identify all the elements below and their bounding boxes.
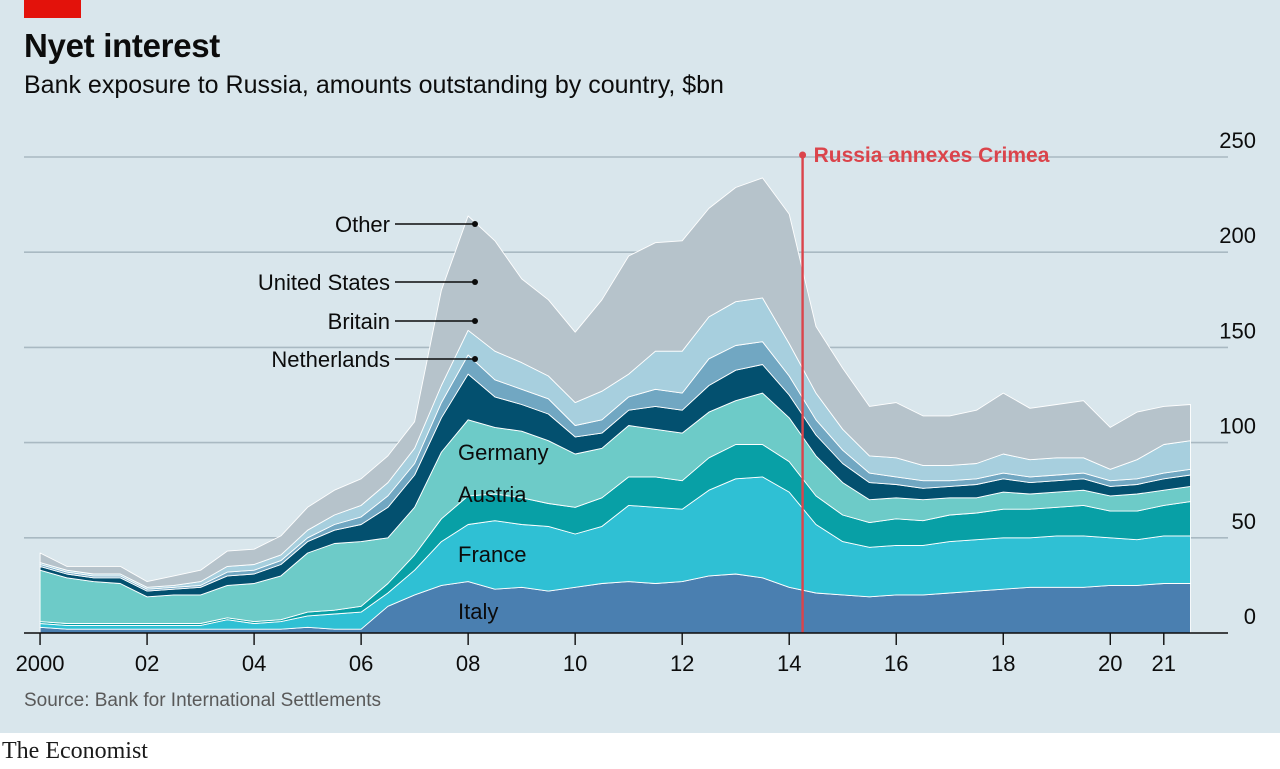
x-tick-label: 06 <box>349 651 373 676</box>
x-tick-label: 10 <box>563 651 587 676</box>
series-labels: Other United States Britain Netherlands Germ… <box>258 212 549 624</box>
y-tick-label: 100 <box>1219 414 1256 439</box>
annotation-label: Russia annexes Crimea <box>814 144 1050 167</box>
y-tick-label: 250 <box>1219 128 1256 153</box>
label-leader-dot <box>472 221 478 227</box>
annotations: Russia annexes Crimea <box>799 144 1050 633</box>
stacked-area-chart: Russia annexes Crimea 2000 02 04 06 08 10 12 14… <box>16 128 1256 676</box>
x-tick-label: 16 <box>884 651 908 676</box>
y-tick-label: 200 <box>1219 223 1256 248</box>
x-tick-label: 12 <box>670 651 694 676</box>
area-series <box>39 177 1191 634</box>
brand-red-tag <box>24 0 81 18</box>
y-tick-label: 0 <box>1244 604 1256 629</box>
annotation-dot <box>799 151 807 159</box>
series-label: Austria <box>458 482 527 507</box>
label-leader-dot <box>472 279 478 285</box>
x-tick-label: 04 <box>242 651 266 676</box>
y-tick-label: 150 <box>1219 318 1256 343</box>
series-label: Italy <box>458 599 498 624</box>
y-tick-label: 50 <box>1232 509 1256 534</box>
series-label: France <box>458 542 526 567</box>
series-label: United States <box>258 270 390 295</box>
area-other <box>39 177 1191 588</box>
series-label: Britain <box>328 309 390 334</box>
x-tick-label: 02 <box>135 651 159 676</box>
x-tick-label: 08 <box>456 651 480 676</box>
brand-logo: The Economist <box>2 738 148 764</box>
chart-subtitle: Bank exposure to Russia, amounts outstan… <box>24 71 724 99</box>
series-label: Netherlands <box>271 347 390 372</box>
y-axis: 0 50 100 150 200 250 <box>1219 128 1256 629</box>
series-label: Other <box>335 212 390 237</box>
x-axis: 2000 02 04 06 08 10 12 14 16 18 20 21 <box>16 632 1228 676</box>
source-note: Source: Bank for International Settlemen… <box>24 690 381 711</box>
series-label: Germany <box>458 440 548 465</box>
x-tick-label: 20 <box>1098 651 1122 676</box>
x-tick-label: 2000 <box>16 651 65 676</box>
chart-title: Nyet interest <box>24 27 221 64</box>
label-leader-dot <box>472 318 478 324</box>
x-tick-label: 18 <box>991 651 1015 676</box>
label-leader-dot <box>472 356 478 362</box>
x-tick-label: 14 <box>777 651 801 676</box>
x-tick-label: 21 <box>1152 651 1176 676</box>
